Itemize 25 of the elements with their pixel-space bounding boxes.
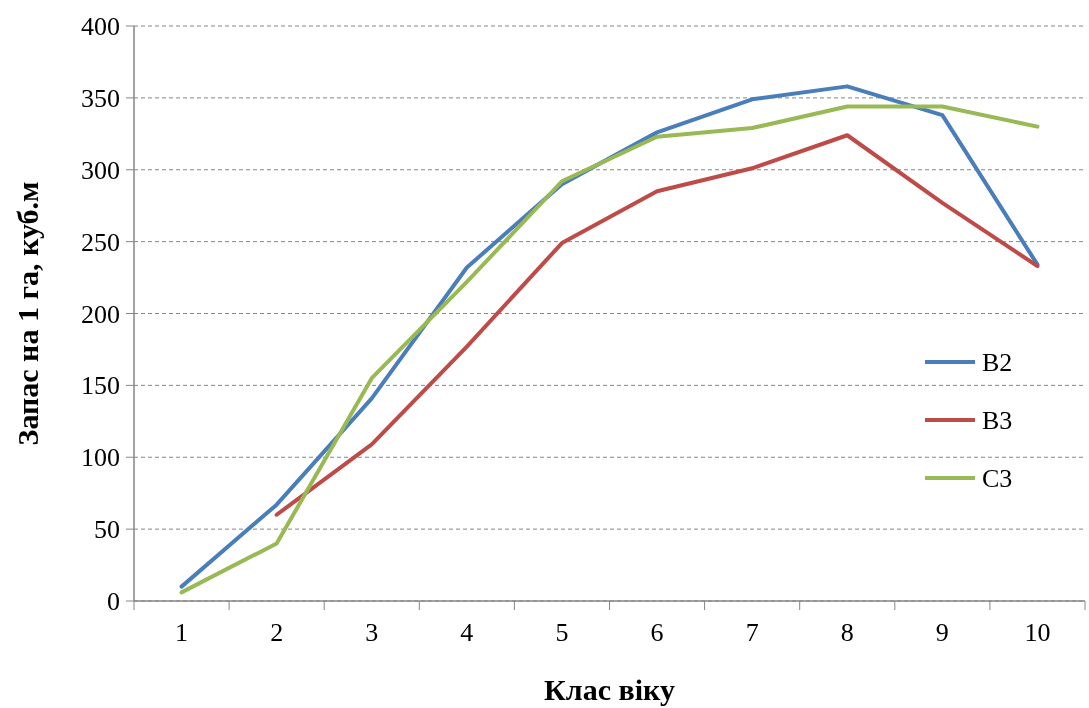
legend-label: B3 xyxy=(982,406,1013,436)
x-tick-label: 5 xyxy=(555,618,569,647)
x-tick-label: 1 xyxy=(175,618,189,647)
y-tick-label: 0 xyxy=(107,587,120,617)
x-axis-title: Клас віку xyxy=(544,673,675,706)
y-tick-label: 200 xyxy=(81,299,120,329)
x-tick-label: 10 xyxy=(1024,618,1051,647)
y-tick-label: 50 xyxy=(94,515,120,545)
legend-label: B2 xyxy=(982,348,1013,378)
y-axis-title: Запас на 1 га, куб.м xyxy=(11,181,44,446)
y-tick-label: 150 xyxy=(81,371,120,401)
x-tick-label: 9 xyxy=(935,618,949,647)
y-tick-label: 400 xyxy=(81,12,120,42)
legend-label: C3 xyxy=(982,464,1013,494)
x-tick-label: 2 xyxy=(270,618,284,647)
y-tick-label: 350 xyxy=(81,83,120,113)
x-tick-label: 3 xyxy=(365,618,379,647)
y-tick-label: 100 xyxy=(81,443,120,473)
y-tick-label: 300 xyxy=(81,155,120,185)
line-series xyxy=(274,133,1040,517)
x-tick-label: 4 xyxy=(460,618,474,647)
y-tick-label: 250 xyxy=(81,227,120,257)
x-tick-label: 6 xyxy=(650,618,664,647)
x-tick-label: 7 xyxy=(745,618,759,647)
x-tick-label: 8 xyxy=(840,618,854,647)
